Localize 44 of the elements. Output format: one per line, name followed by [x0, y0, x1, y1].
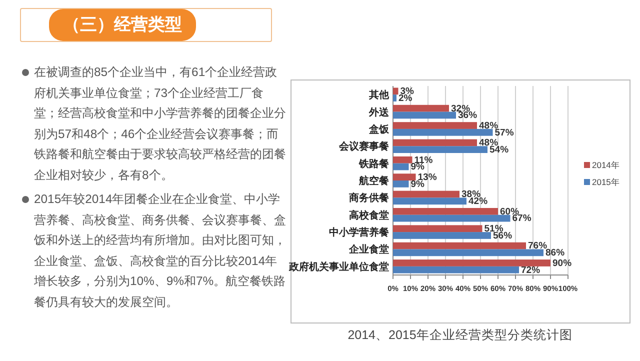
- bar: [393, 232, 491, 239]
- bar: [393, 198, 466, 205]
- bar: [393, 242, 526, 250]
- text: 2014、2015年企业经营类型分类统计图: [348, 328, 572, 342]
- bar: [393, 94, 396, 102]
- bar: [393, 249, 544, 256]
- y-tick-label: 中小学营养餐: [329, 226, 389, 239]
- data-label: 90%: [552, 258, 572, 269]
- bar: [393, 260, 550, 266]
- bar: [393, 266, 519, 274]
- y-tick-label: 企业食堂: [348, 244, 389, 256]
- bar: [393, 128, 493, 136]
- bar: [393, 208, 498, 215]
- legend-label: 2015年: [592, 177, 620, 187]
- bar: [393, 146, 488, 154]
- bar: [393, 156, 412, 164]
- y-tick-label: 外送: [368, 106, 390, 118]
- legend-label: 2014年: [592, 160, 620, 170]
- y-tick-label: 政府机关事业单位食堂: [288, 260, 389, 273]
- data-label: 57%: [494, 127, 514, 138]
- y-tick-label: 其他: [368, 89, 390, 102]
- text: （三）经营类型: [49, 9, 196, 41]
- text: 2015年较2014年团餐企业在企业食堂、中小学营养餐、高校食堂、商务供餐、会议赛事餐、盒饭和外送上的经营均有所增加。由对比图可知，企业食堂、盒饭、高校食堂的百分比较2014年增长较多，分别为10%、9%和7%。航空餐铁路餐仍具有较大的发展空间。: [34, 192, 286, 308]
- bar: [393, 225, 482, 232]
- y-tick-label: 高校食堂: [349, 209, 389, 222]
- y-tick-label: 商务供餐: [348, 192, 389, 204]
- bar: [393, 180, 409, 188]
- bar: [393, 104, 449, 112]
- data-label: 72%: [521, 264, 541, 276]
- bar: [393, 174, 416, 180]
- bar: [393, 163, 409, 170]
- bar: [393, 112, 456, 119]
- bar: [393, 122, 477, 129]
- bar: [393, 139, 477, 146]
- bar: [393, 214, 510, 222]
- bar: [393, 88, 398, 95]
- data-label: 9%: [410, 178, 426, 190]
- data-label: 86%: [546, 248, 566, 259]
- bar: [393, 190, 460, 198]
- y-tick-label: 航空餐: [358, 175, 389, 187]
- text: 在被调查的85个企业当中，有61个企业经营政府机关事业单位食堂；73个企业经营工厂食堂；经营高校食堂和中小学营养餐的团餐企业分别为57和48个；46个企业经营会议赛事餐；而铁路餐和航空餐由于要求较高较严格经营的团餐企业相对较少，各有8个。: [34, 65, 286, 182]
- y-tick-label: 铁路餐: [358, 158, 389, 170]
- y-tick-label: 盒饭: [368, 123, 390, 136]
- y-tick-label: 会议赛事餐: [338, 140, 389, 153]
